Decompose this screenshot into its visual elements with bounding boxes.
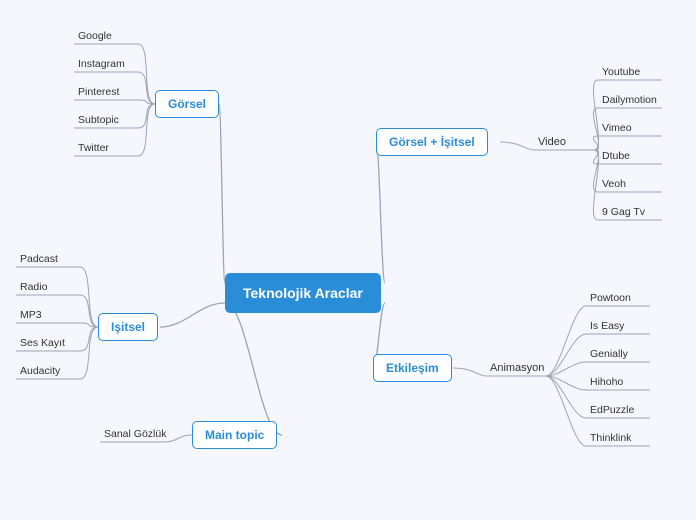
leaf: EdPuzzle <box>590 404 634 416</box>
leaf: Sanal Gözlük <box>104 428 166 440</box>
leaf: Google <box>78 30 112 42</box>
center-label: Teknolojik Araclar <box>243 285 363 301</box>
center-node[interactable]: Teknolojik Araclar <box>225 273 381 313</box>
leaf: Vimeo <box>602 122 632 134</box>
branch-etkilesim[interactable]: Etkileşim <box>373 354 452 382</box>
leaf: MP3 <box>20 309 42 321</box>
sub-label-gorsel-isitsel: Video <box>538 136 566 148</box>
leaf: Padcast <box>20 253 58 265</box>
leaf: Pinterest <box>78 86 119 98</box>
leaf: Thinklink <box>590 432 631 444</box>
leaf: Instagram <box>78 58 125 70</box>
leaf: Radio <box>20 281 47 293</box>
leaf: Dtube <box>602 150 630 162</box>
branch-label: Etkileşim <box>386 361 439 375</box>
branch-label: Görsel + İşitsel <box>389 135 475 149</box>
leaf: 9 Gag Tv <box>602 206 645 218</box>
leaf: Dailymotion <box>602 94 657 106</box>
leaf: Twitter <box>78 142 109 154</box>
leaf: Is Easy <box>590 320 624 332</box>
sub-label-etkilesim: Animasyon <box>490 362 544 374</box>
branch-gorsel[interactable]: Görsel <box>155 90 219 118</box>
branch-gorsel-isitsel[interactable]: Görsel + İşitsel <box>376 128 488 156</box>
leaf: Subtopic <box>78 114 119 126</box>
branch-label: Main topic <box>205 428 264 442</box>
branch-isitsel[interactable]: Işitsel <box>98 313 158 341</box>
leaf: Audacity <box>20 365 60 377</box>
leaf: Youtube <box>602 66 640 78</box>
leaf: Ses Kayıt <box>20 337 65 349</box>
leaf: Genially <box>590 348 628 360</box>
branch-main-topic[interactable]: Main topic <box>192 421 277 449</box>
leaf: Hihoho <box>590 376 623 388</box>
branch-label: Görsel <box>168 97 206 111</box>
branch-label: Işitsel <box>111 320 145 334</box>
leaf: Veoh <box>602 178 626 190</box>
leaf: Powtoon <box>590 292 631 304</box>
